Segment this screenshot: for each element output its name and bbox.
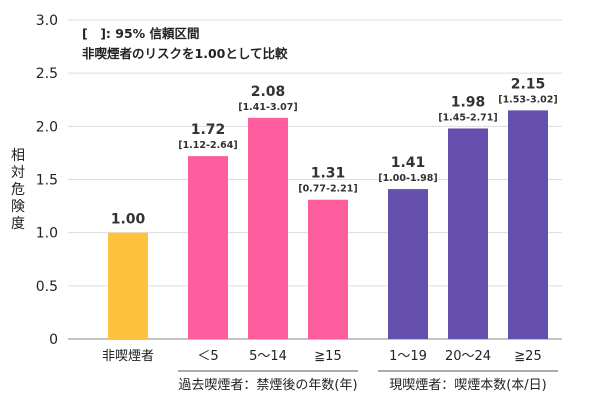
- value-label: 1.98: [451, 94, 486, 110]
- y-axis-label-char: 危: [11, 182, 25, 198]
- y-tick-label: 1.5: [36, 173, 58, 189]
- category-groups: 過去喫煙者：禁煙後の年数(年) 現喫煙者：喫煙本数(本/日): [178, 370, 558, 393]
- y-tick-label: 3.0: [36, 13, 58, 29]
- bar: [248, 117, 288, 340]
- y-axis-ticks: 0 0.5 1.0 1.5 2.0 2.5 3.0: [36, 13, 58, 348]
- ci-label: [1.53-3.02]: [498, 94, 558, 105]
- value-label: 1.41: [391, 155, 426, 171]
- x-category-label: 20～24: [445, 349, 491, 364]
- data-labels: 1.00 [1.12-2.64] 1.72 [1.41-3.07] 2.08 [0.77-…: [111, 76, 558, 227]
- x-category-label: ≧15: [314, 349, 341, 364]
- x-category-label: 5～14: [249, 349, 287, 364]
- x-category-label: ≧25: [514, 349, 541, 364]
- group-label: 現喫煙者：喫煙本数(本/日): [389, 378, 547, 393]
- ci-label: [1.00-1.98]: [378, 173, 438, 184]
- x-category-label: 1～19: [389, 349, 427, 364]
- bar: [188, 156, 228, 339]
- value-label: 1.00: [111, 212, 146, 228]
- y-axis-label-char: 度: [11, 216, 25, 232]
- chart-note: [ ]: 95% 信頼区間: [82, 26, 200, 41]
- value-label: 1.31: [311, 166, 346, 182]
- bar: [448, 128, 488, 339]
- ci-label: [0.77-2.21]: [298, 184, 358, 195]
- chart-note: 非喫煙者のリスクを1.00として比較: [82, 46, 288, 61]
- bar: [108, 232, 148, 339]
- y-tick-label: 0.5: [36, 279, 58, 295]
- bar: [308, 199, 348, 339]
- y-axis-label-char: 険: [11, 199, 25, 215]
- ci-label: [1.41-3.07]: [238, 102, 298, 113]
- x-axis-categories: 非喫煙者 ＜5 5～14 ≧15 1～19 20～24 ≧25: [102, 349, 542, 364]
- y-tick-label: 2.5: [36, 66, 58, 82]
- x-category-label: 非喫煙者: [102, 349, 154, 364]
- bar: [508, 110, 548, 339]
- y-tick-label: 2.0: [36, 119, 58, 135]
- value-label: 2.15: [511, 76, 546, 92]
- y-tick-label: 1.0: [36, 226, 58, 242]
- bar: [388, 189, 428, 339]
- group-label: 過去喫煙者：禁煙後の年数(年): [178, 378, 357, 393]
- y-axis-label-char: 対: [11, 165, 25, 181]
- y-axis-label: 相対危険度: [11, 148, 25, 232]
- value-label: 1.72: [191, 122, 226, 138]
- ci-label: [1.45-2.71]: [438, 112, 498, 123]
- value-label: 2.08: [251, 84, 286, 100]
- bars: [108, 110, 548, 340]
- y-tick-label: 0: [49, 332, 58, 348]
- x-category-label: ＜5: [197, 349, 218, 364]
- ci-label: [1.12-2.64]: [178, 140, 238, 151]
- y-axis-label-char: 相: [11, 148, 25, 164]
